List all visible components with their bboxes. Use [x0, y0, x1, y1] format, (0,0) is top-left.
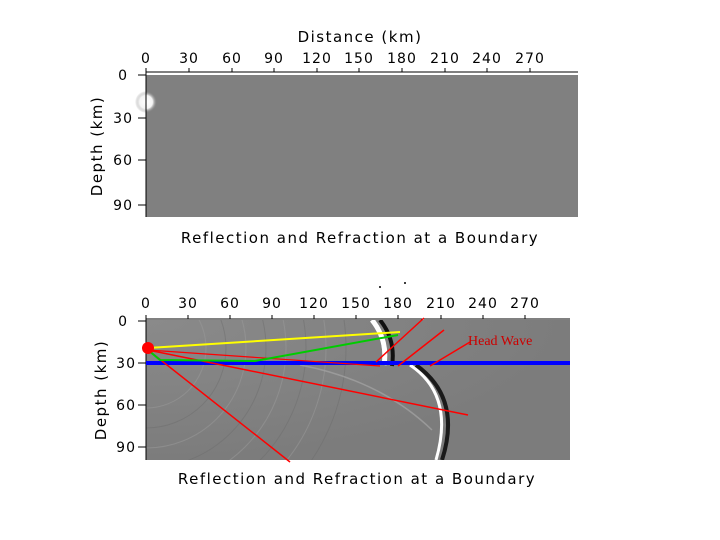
top-panel: Distance (km) 0 30 60 90 120 150 180 210 — [88, 28, 578, 247]
top-y-tick-0: 0 — [118, 68, 128, 84]
top-y-tick-90: 90 — [113, 198, 133, 214]
bottom-x-tick-210: 210 — [426, 296, 456, 312]
top-x-tick-150: 150 — [344, 51, 374, 67]
head-wave-path — [147, 334, 399, 363]
bottom-x-tick-60: 60 — [220, 296, 240, 312]
bottom-x-tick-90: 90 — [262, 296, 282, 312]
top-x-tick-0: 0 — [141, 51, 151, 67]
bottom-y-tick-labels: 0 30 60 90 — [116, 314, 136, 456]
bottom-stray-dot — [379, 286, 381, 288]
head-wave-ray-3 — [429, 341, 471, 367]
top-x-tick-270: 270 — [515, 51, 545, 67]
steep-refracted-ray — [147, 349, 291, 463]
bottom-y-ticks — [138, 320, 146, 448]
top-x-tick-180: 180 — [387, 51, 417, 67]
direct-ray — [147, 331, 401, 349]
top-x-tick-210: 210 — [430, 51, 460, 67]
top-x-tick-60: 60 — [222, 51, 242, 67]
bottom-caption: Reflection and Refraction at a Boundary — [178, 470, 536, 488]
top-x-tick-120: 120 — [302, 51, 332, 67]
bottom-x-tick-labels: 0 30 60 90 120 150 180 210 240 270 — [141, 296, 540, 312]
top-y-tick-60: 60 — [113, 153, 133, 169]
head-wave-ray-1 — [375, 317, 425, 363]
ray-diagram — [142, 317, 570, 463]
top-x-tick-labels: 0 30 60 90 120 150 180 210 240 270 — [141, 51, 545, 67]
bottom-x-tick-270: 270 — [510, 296, 540, 312]
bottom-x-tick-0: 0 — [141, 296, 151, 312]
bottom-y-tick-0: 0 — [118, 314, 128, 330]
bottom-y-tick-30: 30 — [116, 356, 136, 372]
top-x-tick-240: 240 — [472, 51, 502, 67]
source-point — [142, 342, 154, 354]
top-y-ticks — [138, 74, 146, 206]
boundary-ray — [147, 349, 381, 367]
head-wave-label: Head Wave — [468, 334, 532, 349]
bottom-x-tick-150: 150 — [341, 296, 371, 312]
bottom-stray-dot — [404, 282, 406, 284]
bottom-x-ticks — [145, 315, 526, 319]
bottom-x-tick-180: 180 — [383, 296, 413, 312]
top-caption: Reflection and Refraction at a Boundary — [181, 229, 539, 247]
bottom-x-tick-120: 120 — [299, 296, 329, 312]
top-x-tick-90: 90 — [264, 51, 284, 67]
top-x-ticks — [145, 68, 531, 72]
bottom-y-tick-60: 60 — [116, 398, 136, 414]
bottom-y-axis-label: Depth (km) — [92, 340, 110, 440]
top-x-tick-30: 30 — [179, 51, 199, 67]
head-wave-ray-2 — [397, 329, 445, 367]
bottom-x-tick-30: 30 — [178, 296, 198, 312]
top-y-axis-label: Depth (km) — [88, 96, 106, 196]
top-y-tick-labels: 0 30 60 90 — [113, 68, 133, 214]
bottom-panel: 0 30 60 90 120 150 180 210 240 270 0 30 … — [92, 282, 570, 488]
top-wavefield — [146, 75, 578, 217]
bottom-y-tick-90: 90 — [116, 440, 136, 456]
bottom-x-tick-240: 240 — [468, 296, 498, 312]
top-x-axis-label: Distance (km) — [298, 28, 423, 46]
top-y-tick-30: 30 — [113, 111, 133, 127]
